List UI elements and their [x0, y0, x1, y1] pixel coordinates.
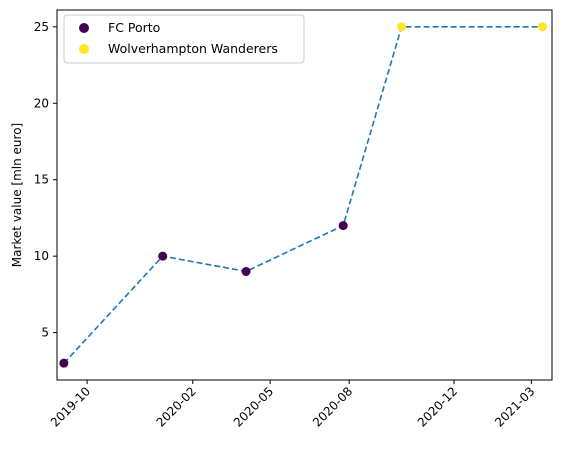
market-value-line: [63, 25, 543, 364]
point-fc-porto-2020-04-03: [241, 266, 251, 276]
x-tick-label-2019-10: 2019-10: [48, 384, 93, 429]
y-tick-label-15: 15: [34, 173, 49, 187]
x-tick-label-2020-08: 2020-08: [310, 384, 355, 429]
legend: FC Porto Wolverhampton Wanderers: [63, 14, 305, 64]
legend-marker-wolverhampton-wanderers: [79, 44, 89, 54]
legend-label-wolverhampton-wanderers: Wolverhampton Wanderers: [108, 41, 278, 56]
point-fc-porto-2019-09-04: [59, 358, 69, 368]
y-axis-label: Market value [mln euro]: [10, 123, 24, 267]
point-wolverhampton-wanderers-2021-03-14: [538, 22, 548, 32]
x-tick-label-2020-02: 2020-02: [154, 384, 199, 429]
y-tick-label-5: 5: [41, 326, 49, 340]
x-axis: 2019-10 2020-02 2020-05 2020-08 2020-12 2021-…: [48, 380, 537, 430]
y-tick-label-25: 25: [34, 20, 49, 34]
point-wolverhampton-wanderers-2020-10-01: [397, 22, 407, 32]
x-tick-label-2020-05: 2020-05: [231, 384, 276, 429]
legend-box: [63, 14, 305, 64]
x-tick-label-2021-03: 2021-03: [492, 384, 537, 429]
y-tick-label-10: 10: [34, 249, 49, 263]
legend-label-fc-porto: FC Porto: [108, 20, 160, 35]
grid-and-data: [59, 22, 548, 368]
point-fc-porto-2019-12-28: [158, 251, 168, 261]
point-fc-porto-2020-07-25: [338, 221, 348, 231]
plot-frame: [56, 9, 553, 381]
legend-marker-fc-porto: [79, 23, 89, 33]
y-axis: 5 10 15 20 25: [34, 20, 57, 340]
x-tick-label-2020-12: 2020-12: [415, 384, 460, 429]
y-tick-label-20: 20: [34, 96, 49, 110]
